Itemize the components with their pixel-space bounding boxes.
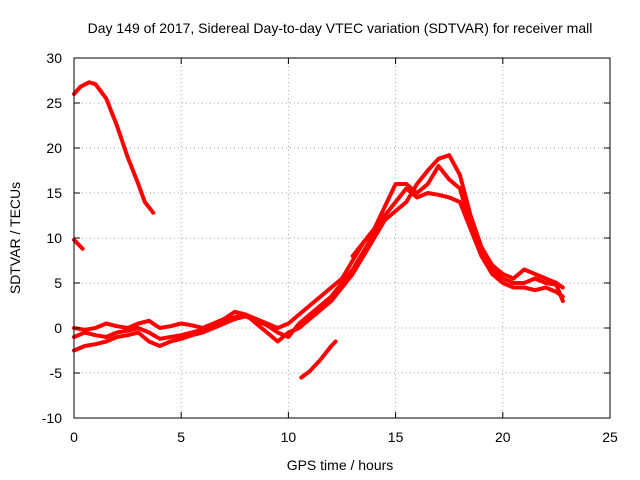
x-tick-label: 20 (495, 429, 511, 445)
y-tick-label: 10 (46, 230, 62, 246)
y-tick-label: 30 (46, 50, 62, 66)
x-tick-label: 25 (602, 429, 618, 445)
series-arc-high-decline (72, 80, 156, 215)
y-axis-label: SDTVAR / TECUs (7, 182, 23, 294)
series-arc-main-a (72, 186, 565, 341)
series-arc-main-c (72, 164, 565, 332)
series-arc-low-rise (299, 339, 338, 380)
y-tick-label: 15 (46, 185, 62, 201)
x-tick-label: 10 (281, 429, 297, 445)
x-tick-label: 0 (70, 429, 78, 445)
y-tick-label: 20 (46, 140, 62, 156)
x-tick-label: 5 (177, 429, 185, 445)
x-tick-label: 15 (388, 429, 404, 445)
series-arc-main-b (72, 153, 565, 353)
series-arc-short-early (72, 237, 85, 251)
y-tick-label: 0 (54, 320, 62, 336)
series-arc-short-mid (350, 227, 377, 258)
y-tick-label: 5 (54, 275, 62, 291)
y-tick-label: -10 (42, 410, 62, 426)
y-tick-label: -5 (50, 365, 63, 381)
x-axis-label: GPS time / hours (287, 457, 394, 473)
y-tick-label: 25 (46, 95, 62, 111)
chart-title: Day 149 of 2017, Sidereal Day-to-day VTE… (88, 20, 593, 36)
ticks: 0 5 10 15 20 25 -10 -5 0 5 10 15 20 25 30 (42, 50, 618, 445)
series-group (72, 80, 565, 380)
